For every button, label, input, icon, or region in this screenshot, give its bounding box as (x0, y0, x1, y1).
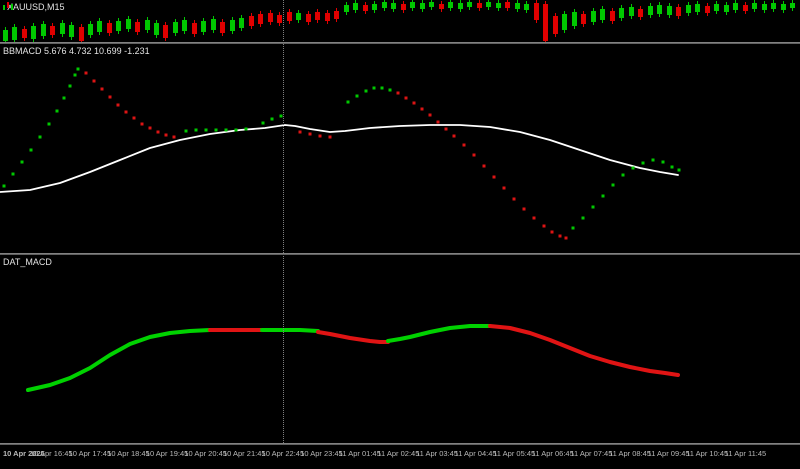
price-chart-panel[interactable]: XAUUSD,M15 (0, 0, 800, 42)
dat-macd-canvas[interactable] (0, 255, 800, 443)
time-axis-label: 11 Apr 10:45 (686, 449, 729, 458)
time-axis-label: 11 Apr 09:45 (647, 449, 690, 458)
panel-separator[interactable] (0, 42, 800, 44)
time-axis-label: 11 Apr 04:45 (454, 449, 497, 458)
dat-macd-label: DAT_MACD (3, 257, 52, 267)
bbmacd-label: BBMACD 5.676 4.732 10.699 -1.231 (3, 46, 150, 56)
bbmacd-panel[interactable]: BBMACD 5.676 4.732 10.699 -1.231 (0, 44, 800, 253)
dat-macd-panel[interactable]: DAT_MACD (0, 255, 800, 443)
time-axis[interactable]: 10 Apr 2025 10 Apr 16:45 10 Apr 17:45 10 Ap… (0, 445, 800, 469)
time-axis-label: 10 Apr 2025 (3, 449, 45, 458)
time-axis-label: 11 Apr 01:45 (338, 449, 381, 458)
time-axis-label: 10 Apr 23:45 (300, 449, 343, 458)
time-axis-label: 10 Apr 22:45 (261, 449, 305, 458)
time-axis-label: 11 Apr 08:45 (609, 449, 651, 458)
price-chart-canvas[interactable] (0, 0, 800, 42)
time-axis-label: 10 Apr 19:45 (145, 449, 189, 458)
time-axis-label: 10 Apr 18:45 (107, 449, 150, 458)
panel-separator[interactable] (0, 253, 800, 255)
panel-separator[interactable] (0, 443, 800, 445)
chart-title-text: XAUUSD,M15 (7, 2, 65, 12)
time-axis-label: 10 Apr 20:45 (184, 449, 227, 458)
time-axis-label: 11 Apr 11:45 (724, 449, 767, 458)
time-axis-label: 11 Apr 06:45 (531, 449, 574, 458)
time-axis-label: 11 Apr 02:45 (377, 449, 420, 458)
time-axis-label: 10 Apr 16:45 (30, 449, 73, 458)
time-axis-label: 10 Apr 17:45 (68, 449, 112, 458)
bbmacd-canvas[interactable] (0, 44, 800, 253)
time-axis-label: 11 Apr 05:45 (493, 449, 536, 458)
time-axis-label: 11 Apr 03:45 (416, 449, 458, 458)
time-axis-label: 11 Apr 07:45 (570, 449, 613, 458)
time-axis-label: 10 Apr 21:45 (223, 449, 266, 458)
chart-title: XAUUSD,M15 (3, 2, 65, 12)
period-separator-line (283, 0, 284, 443)
